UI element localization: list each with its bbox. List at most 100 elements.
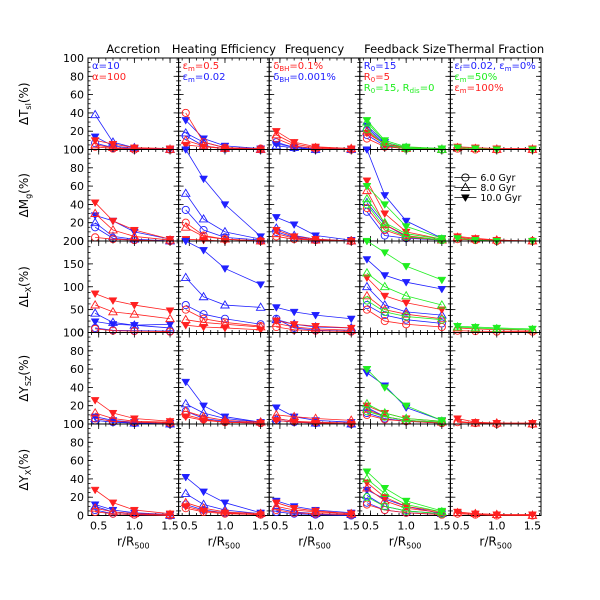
series-8 [362, 237, 447, 285]
series-5 [90, 290, 175, 316]
data-point [401, 299, 411, 308]
data-point [90, 397, 100, 405]
x-tick-label: 1.5 [342, 520, 360, 533]
series-line [276, 319, 352, 329]
series-line [185, 309, 261, 327]
legend-entry: εm=100% [454, 83, 503, 95]
x-tick-label: 1.5 [161, 520, 179, 533]
data-point [401, 279, 411, 287]
series-line [366, 121, 442, 150]
data-point [108, 217, 118, 226]
data-point [271, 501, 282, 510]
y-tick-label: 60 [70, 89, 84, 102]
panel-r4-c4 [449, 423, 542, 520]
panel-r3-c2 [268, 332, 361, 429]
series-line [185, 193, 261, 240]
data-point [470, 419, 480, 427]
series-line [276, 229, 352, 242]
legend-entry: α=100 [92, 72, 126, 83]
series-line [276, 322, 352, 331]
series-2 [362, 256, 447, 294]
series-line [457, 146, 533, 149]
data-point [108, 140, 118, 149]
data-point [401, 290, 412, 300]
series-line [276, 500, 352, 514]
data-point [181, 108, 190, 117]
series-line [366, 204, 442, 241]
data-point [437, 276, 447, 285]
x-tick-label: 0.5 [181, 520, 199, 533]
series-line [366, 410, 442, 423]
series-line [185, 324, 261, 331]
data-point [362, 300, 371, 310]
data-point [108, 409, 118, 418]
series-4 [271, 318, 357, 334]
data-point [90, 208, 101, 217]
x-tick-label: 1.5 [433, 520, 451, 533]
data-point [271, 404, 281, 413]
series-line [276, 320, 352, 329]
data-point [380, 210, 390, 219]
series-line [276, 418, 352, 424]
data-point [108, 297, 118, 305]
data-point [180, 314, 191, 324]
data-point [199, 247, 209, 255]
series-line [94, 304, 171, 320]
y-tick-label: 0 [77, 144, 84, 157]
data-point [362, 237, 372, 246]
y-tick-label: 80 [70, 436, 84, 449]
y-tick-label: 200 [63, 235, 84, 248]
data-point [311, 143, 321, 152]
series-line [94, 399, 171, 422]
data-point [199, 225, 208, 235]
data-point [379, 217, 390, 227]
data-point [379, 281, 390, 291]
data-point [271, 318, 282, 327]
panel-r4-c0 [87, 423, 180, 520]
data-point [380, 249, 390, 257]
data-point [379, 137, 390, 146]
series-5 [90, 486, 175, 519]
data-point [129, 302, 139, 310]
data-point [91, 414, 100, 423]
legend-entry: R0=5 [364, 72, 390, 84]
panel-r1-c3 [359, 146, 451, 245]
series-line [185, 226, 261, 242]
data-point [181, 322, 191, 330]
series-line [95, 507, 171, 515]
series-line [276, 407, 352, 423]
x-tick-label: 1.5 [524, 520, 542, 533]
data-point [129, 506, 139, 515]
y-tick-label: 100 [63, 52, 84, 65]
y-tick-label: 80 [70, 345, 84, 358]
data-point [361, 267, 372, 277]
data-point [528, 511, 537, 520]
series-line [366, 496, 442, 515]
data-point [199, 417, 209, 425]
series-line [366, 185, 442, 239]
panel-r4-c2 [268, 423, 361, 520]
data-point [361, 290, 372, 300]
data-point [90, 133, 100, 142]
data-point [180, 188, 191, 197]
data-point [289, 139, 299, 147]
series-line [276, 505, 352, 515]
series-line [185, 507, 261, 515]
data-point [181, 237, 191, 246]
y-tick-label: 100 [63, 144, 84, 157]
data-point [90, 501, 101, 510]
series-5 [271, 499, 356, 519]
column-title: Frequency [285, 42, 345, 56]
data-point [181, 413, 191, 422]
data-point [271, 499, 281, 508]
panel-r3-c0 [87, 332, 180, 429]
data-point [379, 488, 390, 497]
panel-frame [268, 423, 361, 516]
legend-entry: εm=50% [454, 72, 497, 84]
series-line [185, 112, 261, 149]
panel-r1-c0 [87, 149, 180, 246]
data-point [361, 193, 372, 203]
series-4 [90, 299, 176, 323]
data-point [181, 218, 190, 227]
panel-r2-c0 [87, 240, 180, 336]
